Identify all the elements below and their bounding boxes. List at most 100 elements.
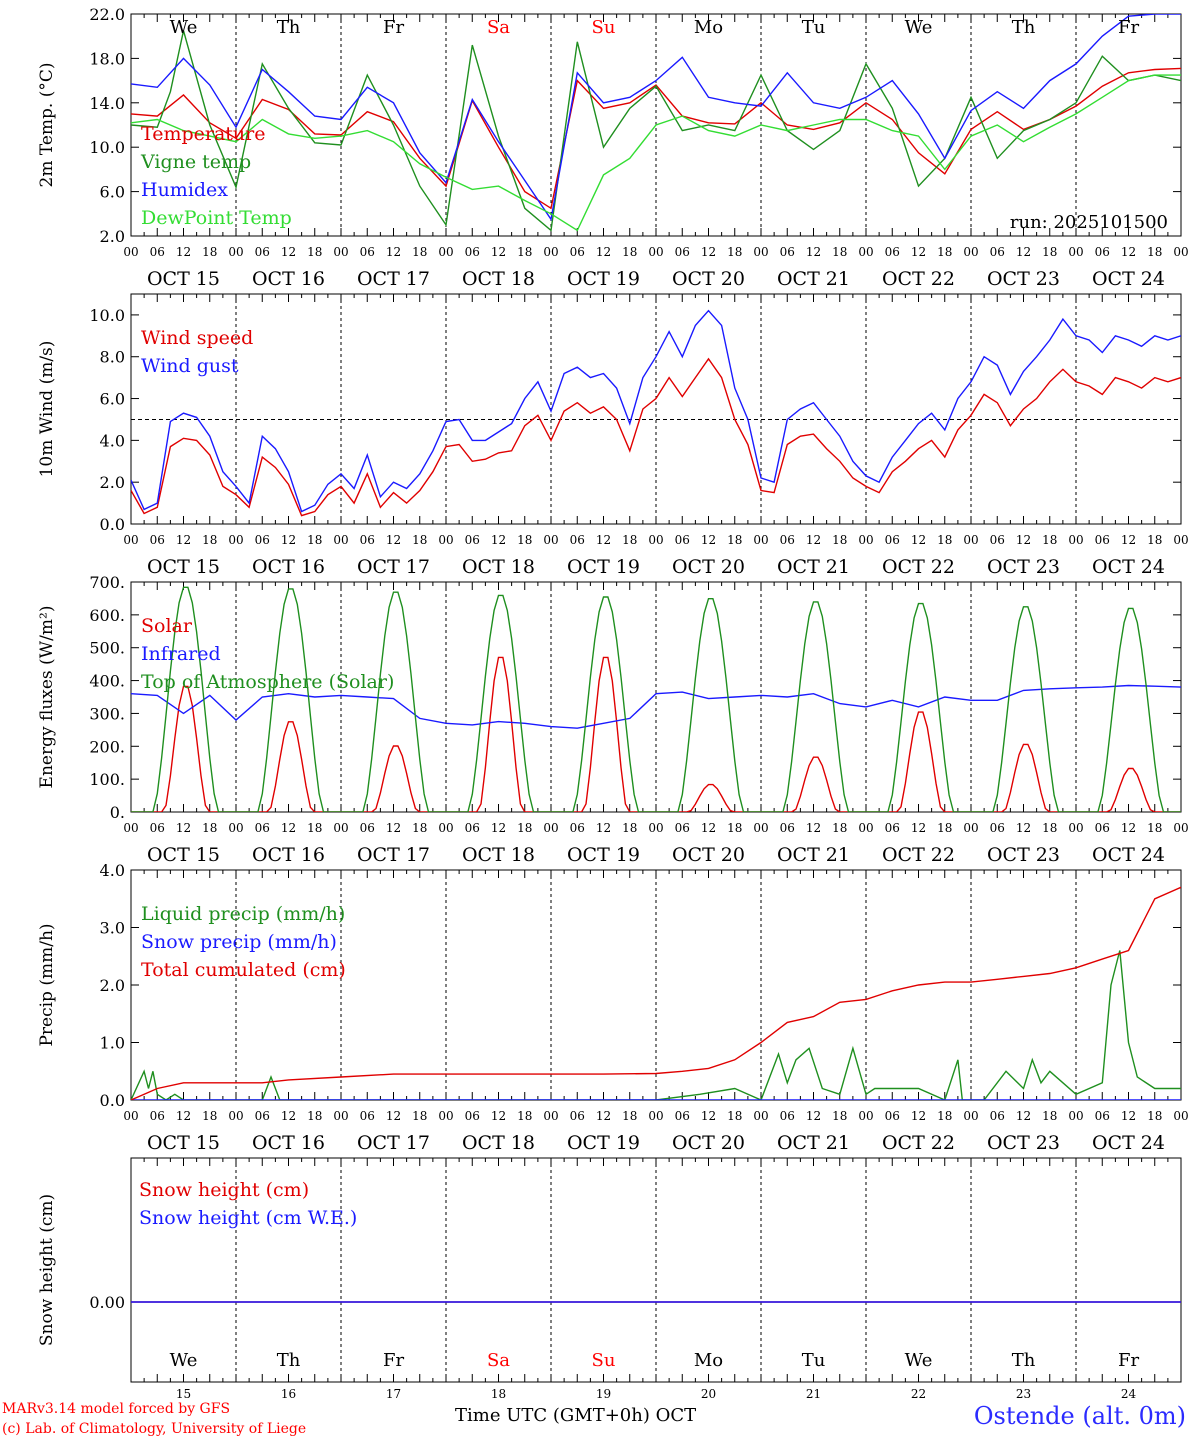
hour-tick-label: 12 [911, 245, 926, 259]
date-label: OCT 18 [462, 1132, 535, 1154]
hour-tick-label: 12 [176, 533, 191, 547]
weekday-label: Su [592, 1350, 616, 1371]
hour-tick-label: 06 [1095, 821, 1110, 835]
day-number-label: 18 [491, 1387, 506, 1400]
hour-tick-label: 06 [255, 1109, 270, 1123]
hour-tick-label: 12 [281, 1109, 296, 1123]
hour-tick-label: 12 [596, 821, 611, 835]
hour-tick-label: 06 [885, 821, 900, 835]
date-label: OCT 24 [1092, 268, 1165, 290]
weekday-label: Th [1012, 17, 1036, 38]
hour-tick-label: 00 [228, 821, 243, 835]
hour-tick-label: 18 [937, 533, 952, 547]
date-label: OCT 16 [252, 556, 325, 578]
hour-tick-label: 06 [570, 821, 585, 835]
hour-tick-label: 12 [491, 533, 506, 547]
hour-tick-label: 12 [806, 821, 821, 835]
hour-tick-label: 06 [465, 533, 480, 547]
hour-tick-label: 00 [753, 1109, 768, 1123]
hour-tick-label: 06 [150, 533, 165, 547]
hour-tick-label: 06 [465, 245, 480, 259]
day-number-label: 17 [386, 1387, 401, 1400]
hour-tick-label: 00 [543, 533, 558, 547]
hour-tick-label: 06 [360, 1109, 375, 1123]
hour-tick-label: 06 [570, 1109, 585, 1123]
legend-entry: Snow height (cm W.E.) [139, 1207, 357, 1229]
y-tick-label: 8.0 [100, 348, 125, 367]
hour-tick-label: 06 [780, 821, 795, 835]
date-label: OCT 18 [462, 556, 535, 578]
hour-tick-label: 18 [727, 821, 742, 835]
hour-tick-label: 06 [570, 245, 585, 259]
hour-tick-label: 06 [780, 533, 795, 547]
hour-tick-label: 12 [911, 533, 926, 547]
y-tick-label: 0.0 [100, 515, 125, 534]
hour-tick-label: 18 [1147, 1109, 1162, 1123]
hour-tick-label: 12 [1121, 1109, 1136, 1123]
y-tick-label: 300. [89, 704, 125, 723]
hour-tick-label: 06 [570, 533, 585, 547]
date-label: OCT 17 [357, 556, 430, 578]
weekday-label: Th [1012, 1350, 1036, 1371]
hour-tick-label: 06 [150, 821, 165, 835]
hour-tick-label: 18 [307, 1109, 322, 1123]
hour-tick-label: 00 [543, 821, 558, 835]
hour-tick-label: 00 [438, 245, 453, 259]
weekday-label: Fr [383, 1350, 404, 1371]
date-label: OCT 15 [147, 1132, 220, 1154]
hour-tick-label: 06 [780, 245, 795, 259]
legend-entry: Top of Atmosphere (Solar) [141, 671, 394, 693]
hour-tick-label: 00 [228, 245, 243, 259]
date-label: OCT 23 [987, 1132, 1060, 1154]
hour-tick-label: 18 [832, 821, 847, 835]
hour-tick-label: 12 [806, 245, 821, 259]
hour-tick-label: 18 [622, 533, 637, 547]
date-label: OCT 23 [987, 556, 1060, 578]
hour-tick-label: 06 [465, 821, 480, 835]
hour-tick-label: 00 [648, 821, 663, 835]
hour-tick-label: 00 [858, 245, 873, 259]
hour-tick-label: 18 [937, 245, 952, 259]
hour-tick-label: 18 [1147, 245, 1162, 259]
weekday-label: We [905, 17, 933, 38]
hour-tick-label: 12 [911, 821, 926, 835]
hour-tick-label: 12 [386, 533, 401, 547]
y-tick-label: 500. [89, 639, 125, 658]
location-label: Ostende (alt. 0m) [973, 1402, 1186, 1430]
hour-tick-label: 06 [990, 1109, 1005, 1123]
hour-tick-label: 00 [753, 533, 768, 547]
y-tick-label: 600. [89, 606, 125, 625]
hour-tick-label: 00 [123, 1109, 138, 1123]
hour-tick-label: 00 [1173, 1109, 1188, 1123]
legend-entry: Snow precip (mm/h) [141, 931, 337, 953]
legend-entry: Wind gust [141, 355, 239, 377]
hour-tick-label: 00 [123, 533, 138, 547]
hour-tick-label: 00 [648, 1109, 663, 1123]
day-number-label: 21 [806, 1387, 821, 1400]
hour-tick-label: 18 [412, 821, 427, 835]
hour-tick-label: 12 [701, 1109, 716, 1123]
hour-tick-label: 00 [858, 1109, 873, 1123]
day-number-label: 15 [176, 1387, 191, 1400]
day-number-label: 23 [1016, 1387, 1031, 1400]
hour-tick-label: 12 [386, 821, 401, 835]
hour-tick-label: 00 [333, 1109, 348, 1123]
weekday-label: We [170, 1350, 198, 1371]
hour-tick-label: 18 [1042, 245, 1057, 259]
hour-tick-label: 12 [701, 821, 716, 835]
hour-tick-label: 00 [753, 821, 768, 835]
hour-tick-label: 06 [360, 245, 375, 259]
hour-tick-label: 06 [255, 245, 270, 259]
legend-entry: Snow height (cm) [139, 1179, 309, 1201]
hour-tick-label: 18 [517, 1109, 532, 1123]
hour-tick-label: 06 [885, 533, 900, 547]
hour-tick-label: 18 [832, 245, 847, 259]
date-label: OCT 15 [147, 556, 220, 578]
y-tick-label: 22.0 [89, 5, 125, 24]
hour-tick-label: 18 [937, 1109, 952, 1123]
day-number-label: 16 [281, 1387, 296, 1400]
date-label: OCT 17 [357, 1132, 430, 1154]
hour-tick-label: 12 [1121, 821, 1136, 835]
date-label: OCT 21 [777, 1132, 850, 1154]
legend-entry: Solar [141, 615, 193, 637]
